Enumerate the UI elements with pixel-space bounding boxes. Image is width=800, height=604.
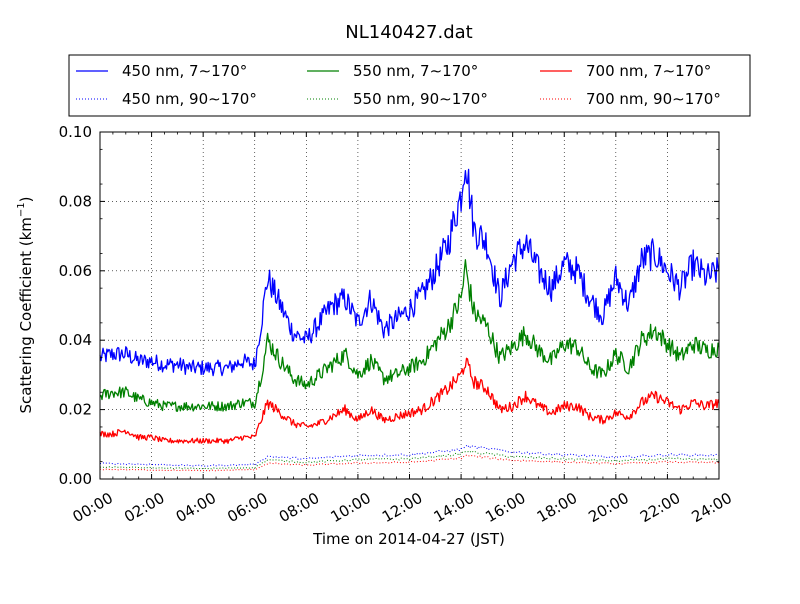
ticks-layer: 00:00 02:00 04:00 06:00 08:00 10:00 12:00 14:00… [59,123,735,526]
x-tick-label: 16:00 [482,489,528,526]
x-tick-label: 20:00 [585,489,631,526]
series-line-5 [99,450,720,470]
x-axis-label: Time on 2014-04-27 (JST) [312,530,505,548]
series-layer [99,168,720,472]
legend-frame [68,54,751,117]
y-tick-label: 0.08 [59,192,92,210]
x-tick-label: 22:00 [637,489,683,526]
series-line-1 [99,168,720,377]
series-line-3 [99,357,720,445]
y-tick-label: 0.10 [59,123,92,141]
x-tick-label: 08:00 [276,489,322,526]
x-tick-label: 18:00 [534,489,580,526]
x-tick-label: 04:00 [173,489,219,526]
y-tick-label: 0.04 [59,331,92,349]
y-axis-label-sup: −1 [16,202,27,217]
series-line-2 [99,259,720,412]
x-tick-label: 14:00 [431,489,477,526]
legend-label: 700 nm, 90∼170° [586,90,721,108]
x-tick-label: 06:00 [224,489,270,526]
legend-label: 550 nm, 90∼170° [353,90,488,108]
legend-label: 450 nm, 90∼170° [122,90,257,108]
x-tick-label: 02:00 [121,489,167,526]
y-tick-label: 0.06 [59,262,92,280]
y-tick-label: 0.02 [59,401,92,419]
y-axis-label: Scattering Coefficient (km−1) [16,196,35,413]
series-line-6 [99,454,720,472]
legend-label: 550 nm, 7∼170° [353,62,478,80]
legend-label: 450 nm, 7∼170° [122,62,247,80]
x-tick-label: 00:00 [70,489,116,526]
series-line-4 [99,444,720,467]
x-tick-label: 24:00 [689,489,735,526]
y-tick-label: 0.00 [59,470,92,488]
y-axis-label-base: Scattering Coefficient (km [17,217,35,413]
chart-title: NL140427.dat [345,22,472,43]
y-axis-label-close: ) [17,196,35,202]
legend: 450 nm, 7∼170° 550 nm, 7∼170° 700 nm, 7∼17… [68,54,751,117]
x-tick-label: 12:00 [379,489,425,526]
x-tick-label: 10:00 [327,489,373,526]
legend-label: 700 nm, 7∼170° [586,62,711,80]
